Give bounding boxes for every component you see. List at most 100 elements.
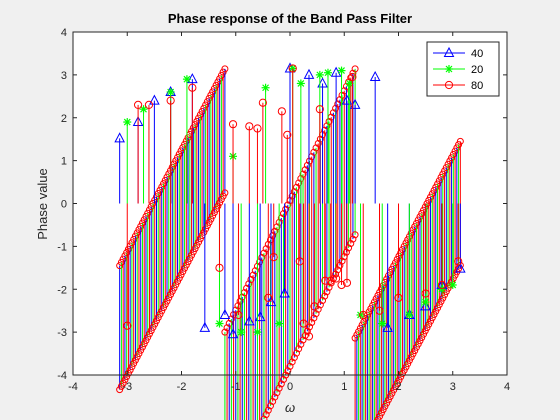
band-marker <box>332 104 340 112</box>
data-point <box>228 120 238 129</box>
star-stroke <box>237 328 245 336</box>
band-marker <box>181 140 189 148</box>
band-marker <box>425 196 433 204</box>
band-marker <box>193 241 201 249</box>
band-marker <box>420 206 428 214</box>
band-marker <box>163 173 171 181</box>
band-marker <box>412 343 420 351</box>
band-marker <box>381 402 389 410</box>
data-point <box>234 310 243 320</box>
band-marker <box>247 275 255 283</box>
band-marker <box>342 248 350 256</box>
band-marker <box>138 343 146 351</box>
band-marker <box>437 297 445 305</box>
band-marker <box>383 275 391 283</box>
band-marker <box>411 347 419 355</box>
band-marker <box>123 373 131 381</box>
band-marker <box>262 411 270 419</box>
band-marker <box>116 262 124 270</box>
band-marker <box>117 382 125 390</box>
band-marker <box>137 222 145 230</box>
band-marker <box>390 386 398 394</box>
band-marker <box>275 384 283 392</box>
band-marker <box>128 363 136 371</box>
band-marker <box>310 148 318 156</box>
band-marker <box>383 399 391 407</box>
band-marker <box>400 242 408 250</box>
legend-entry: 20 <box>433 64 483 76</box>
band-marker <box>212 81 220 89</box>
band-marker <box>427 193 435 201</box>
data-point <box>144 100 154 109</box>
data-point <box>182 75 191 84</box>
band-marker <box>279 376 287 384</box>
band-marker <box>338 257 346 265</box>
band-marker <box>351 65 359 73</box>
band-marker <box>374 415 382 420</box>
band-marker <box>409 226 417 234</box>
legend-label: 20 <box>471 64 483 76</box>
band-marker <box>236 297 244 305</box>
band-marker <box>325 118 333 126</box>
y-tick-label: 0 <box>61 199 67 211</box>
y-tick-label: 4 <box>61 27 67 39</box>
data-point <box>253 124 262 133</box>
star-stroke <box>140 105 147 113</box>
band-marker <box>407 353 415 361</box>
band-marker <box>189 248 197 256</box>
band-marker <box>290 188 298 196</box>
band-marker <box>393 255 401 263</box>
band-marker <box>163 297 171 305</box>
band-marker <box>279 210 287 218</box>
x-axis-label: ω <box>285 400 295 415</box>
band-marker <box>219 68 227 76</box>
band-marker <box>121 252 129 260</box>
band-marker <box>310 314 318 322</box>
data-point <box>149 94 160 105</box>
band-marker <box>306 157 314 165</box>
data-point <box>264 293 273 302</box>
band-marker <box>418 209 426 217</box>
band-marker <box>200 228 208 236</box>
y-tick-label: -3 <box>57 327 67 339</box>
band-marker <box>376 412 384 420</box>
band-marker <box>367 305 375 313</box>
band-marker <box>249 271 257 279</box>
legend-entry: 80 <box>433 80 483 92</box>
band-marker <box>165 294 173 302</box>
data-point <box>275 319 284 328</box>
star-stroke <box>405 311 413 319</box>
data-point <box>261 83 270 92</box>
band-marker <box>147 203 155 211</box>
band-marker <box>168 287 176 295</box>
band-marker <box>207 91 215 99</box>
band-marker <box>434 180 442 188</box>
band-marker <box>130 359 138 367</box>
band-marker <box>404 360 412 368</box>
band-marker <box>160 180 168 188</box>
band-marker <box>160 304 168 312</box>
band-marker <box>191 245 199 253</box>
band-marker <box>395 376 403 384</box>
band-marker <box>420 330 428 338</box>
band-marker <box>216 75 224 83</box>
data-point <box>342 278 352 287</box>
band-marker <box>138 219 146 227</box>
band-marker <box>295 179 303 187</box>
band-marker <box>124 369 132 377</box>
band-marker <box>303 327 311 335</box>
band-marker <box>306 323 314 331</box>
band-marker <box>391 383 399 391</box>
band-marker <box>271 393 279 401</box>
star-stroke <box>254 328 261 336</box>
band-marker <box>152 193 160 201</box>
band-marker <box>221 65 229 73</box>
band-marker <box>428 314 436 322</box>
band-marker <box>425 320 433 328</box>
band-marker <box>198 108 206 116</box>
x-tick-label: 0 <box>287 381 293 393</box>
star-stroke <box>357 311 364 319</box>
band-marker <box>455 141 463 149</box>
band-marker <box>388 389 396 397</box>
band-marker <box>448 154 456 162</box>
